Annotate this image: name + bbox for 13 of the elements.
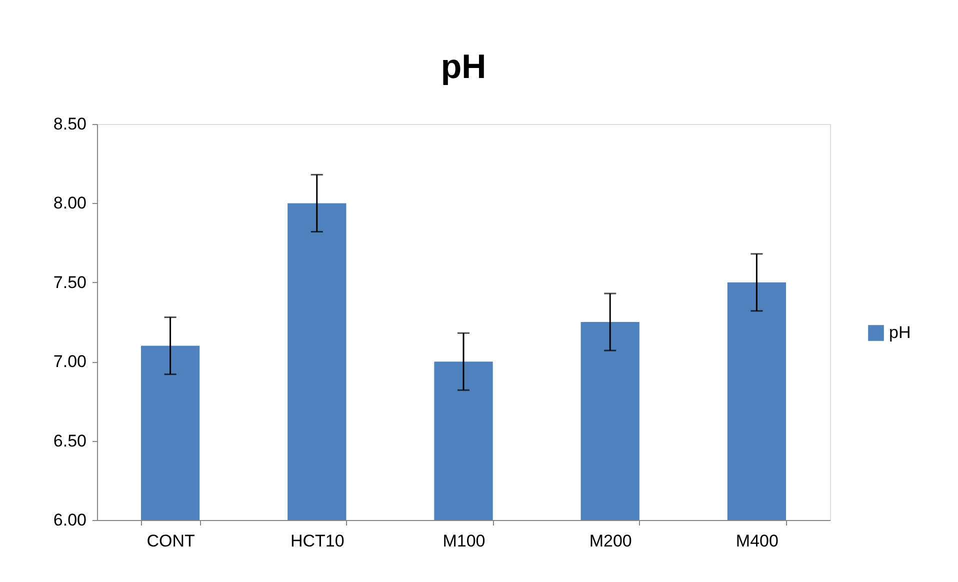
x-tick-label: HCT10 bbox=[290, 532, 344, 550]
x-tick-label: M100 bbox=[442, 532, 486, 550]
legend-label: pH bbox=[889, 323, 911, 342]
y-tick-label: 6.00 bbox=[53, 510, 86, 530]
y-tick-label: 7.00 bbox=[53, 352, 86, 372]
y-tick-label: 6.50 bbox=[53, 431, 86, 450]
x-tick-label: CONT bbox=[146, 532, 195, 550]
x-tick-label: M200 bbox=[589, 532, 632, 550]
x-tick-label: M400 bbox=[736, 532, 778, 550]
y-tick-label: 7.50 bbox=[53, 272, 86, 292]
y-tick-label: 8.50 bbox=[53, 114, 86, 134]
y-tick-label: 8.00 bbox=[53, 194, 86, 213]
chart-title: pH bbox=[440, 48, 486, 86]
